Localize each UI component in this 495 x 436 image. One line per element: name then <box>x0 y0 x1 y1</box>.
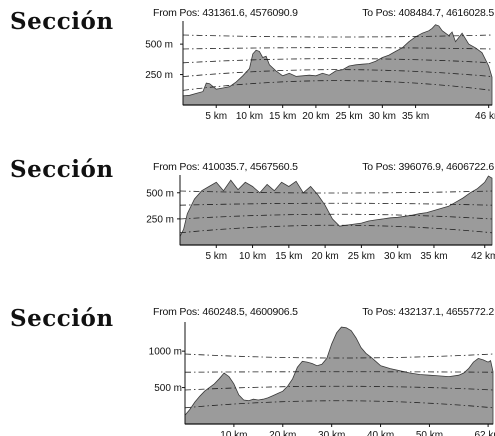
curvature-line <box>184 400 494 409</box>
x-tick-label: 25 km <box>348 251 375 262</box>
x-tick-label: 35 km <box>402 111 429 122</box>
curvature-line <box>184 385 494 391</box>
x-tick-label: 5 km <box>205 111 227 122</box>
curvature-line <box>179 213 493 220</box>
from-position-label: From Pos: 460248.5, 4600906.5 <box>153 306 298 318</box>
y-tick-label: 500 m <box>154 383 182 394</box>
x-tick-label: 50 km <box>416 430 443 436</box>
curvature-line <box>184 353 494 359</box>
terrain-area <box>184 326 494 425</box>
to-position-label: To Pos: 432137.1, 4655772.2 <box>362 306 494 318</box>
x-tick-label: 5 km <box>205 251 227 262</box>
elevation-profile-2: From Pos: 410035.7, 4567560.5 To Pos: 39… <box>146 161 495 289</box>
x-tick-label: 25 km <box>336 111 363 122</box>
x-tick-label: 20 km <box>269 430 296 436</box>
x-tick-label: 40 km <box>367 430 394 436</box>
to-position-label: To Pos: 408484.7, 4616028.5 <box>362 7 494 19</box>
x-tick-label: 10 km <box>236 111 263 122</box>
curvature-line <box>179 202 493 206</box>
x-tick-label: 30 km <box>369 111 396 122</box>
x-tick-label: 20 km <box>302 111 329 122</box>
x-tick-label: 10 km <box>239 251 266 262</box>
section-label-3: Sección <box>10 305 114 332</box>
x-tick-label: 15 km <box>275 251 302 262</box>
elevation-profile-1: From Pos: 431361.6, 4576090.9 To Pos: 40… <box>145 7 495 135</box>
x-tick-label: 20 km <box>311 251 338 262</box>
terrain-area <box>182 24 493 106</box>
x-tick-label: 46 km <box>475 111 495 122</box>
from-position-label: From Pos: 431361.6, 4576090.9 <box>153 7 298 19</box>
y-tick-label: 250 m <box>145 70 173 81</box>
curvature-line <box>179 224 493 234</box>
terrain-area <box>179 175 493 246</box>
y-tick-label: 500 m <box>146 188 174 199</box>
curvature-line <box>179 190 493 194</box>
x-tick-label: 35 km <box>420 251 447 262</box>
x-tick-label: 10 km <box>220 430 247 436</box>
section-label-2: Sección <box>10 156 114 183</box>
profile-plot-2: 500 m 250 m 5 km 10 km 15 km 20 km 25 km 30 km 3… <box>146 175 495 262</box>
elevation-profile-3: From Pos: 460248.5, 4600906.5 To Pos: 43… <box>149 306 495 436</box>
x-tick-label: 42 km <box>471 251 495 262</box>
to-position-label: To Pos: 396076.9, 4606722.6 <box>362 161 494 173</box>
profile-plot-1: 500 m 250 m 5 km 10 km 15 km 20 km 25 km 30 km 3… <box>145 21 495 122</box>
x-tick-label: 62 km <box>474 430 495 436</box>
profile-plot-3: 1000 m 500 m 10 km 20 km 30 km 40 km 50 km 62 k… <box>149 322 495 436</box>
x-tick-label: 30 km <box>318 430 345 436</box>
y-tick-label: 1000 m <box>149 347 182 358</box>
y-tick-label: 250 m <box>146 214 174 225</box>
x-tick-label: 15 km <box>269 111 296 122</box>
x-tick-label: 30 km <box>384 251 411 262</box>
section-label-1: Sección <box>10 8 114 35</box>
y-tick-label: 500 m <box>145 40 173 51</box>
from-position-label: From Pos: 410035.7, 4567560.5 <box>153 161 298 173</box>
